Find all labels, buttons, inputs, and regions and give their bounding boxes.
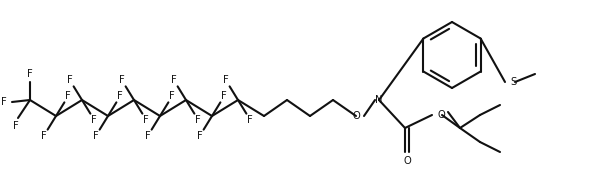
Text: F: F: [143, 115, 149, 125]
Text: F: F: [195, 115, 201, 125]
Text: F: F: [93, 131, 99, 141]
Text: N: N: [375, 95, 383, 105]
Text: F: F: [171, 75, 177, 85]
Text: F: F: [65, 91, 71, 101]
Text: F: F: [119, 75, 125, 85]
Text: O: O: [437, 110, 445, 120]
Text: F: F: [145, 131, 151, 141]
Text: F: F: [67, 75, 73, 85]
Text: F: F: [169, 91, 175, 101]
Text: O: O: [352, 111, 360, 121]
Text: F: F: [1, 97, 7, 107]
Text: F: F: [91, 115, 97, 125]
Text: O: O: [403, 156, 411, 166]
Text: F: F: [223, 75, 229, 85]
Text: F: F: [197, 131, 203, 141]
Text: F: F: [41, 131, 47, 141]
Text: F: F: [247, 115, 253, 125]
Text: S: S: [510, 77, 516, 87]
Text: F: F: [27, 69, 33, 79]
Text: F: F: [117, 91, 123, 101]
Text: F: F: [221, 91, 227, 101]
Text: F: F: [13, 121, 19, 131]
